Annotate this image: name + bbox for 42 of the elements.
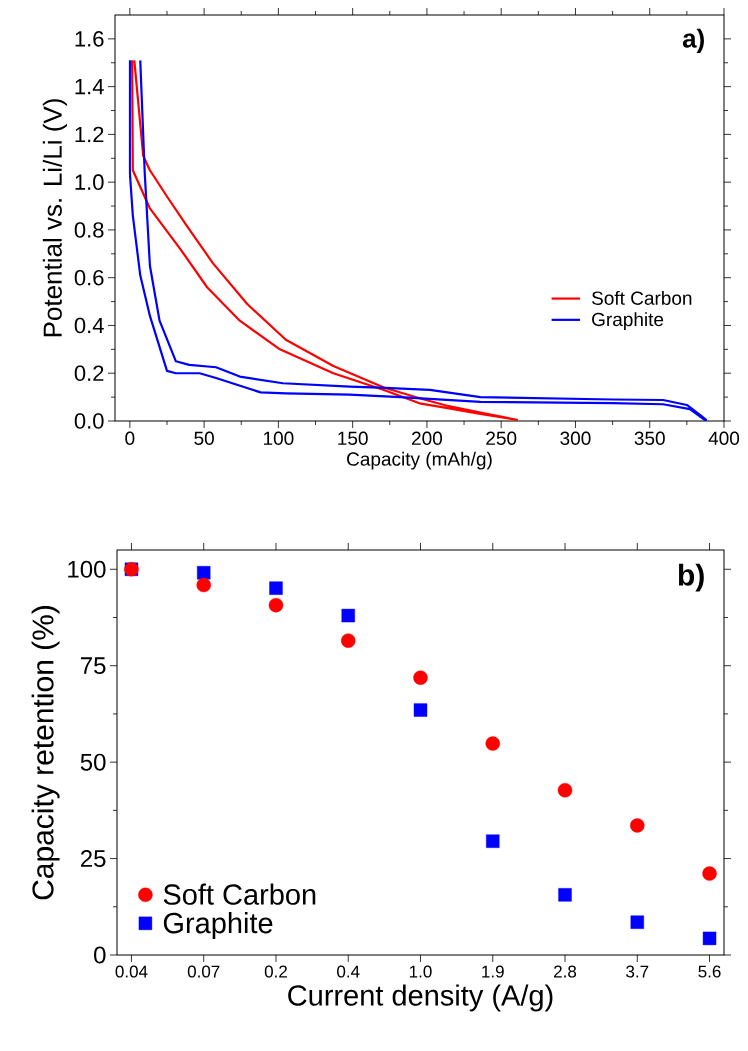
x-tick-label: 50 — [194, 431, 214, 445]
x-tick-label: 0 — [125, 431, 135, 445]
x-tick-label: 200 — [412, 431, 443, 445]
y-tick-label: 0 — [94, 946, 106, 964]
x-tick-label: 0.2 — [264, 965, 287, 978]
x-tick-label: 1.0 — [409, 965, 432, 978]
legend-label: Graphite — [592, 312, 664, 330]
legend-label: Soft Carbon — [592, 290, 692, 305]
x-tick-label: 0.07 — [187, 965, 220, 978]
y-tick-label: 50 — [80, 753, 106, 771]
y-tick-label: 1.2 — [75, 126, 104, 143]
x-tick-label: 400 — [708, 431, 740, 445]
x-tick-label: 350 — [634, 431, 665, 445]
x-tick-label: 0.4 — [337, 965, 360, 978]
y-tick-label: 1.6 — [75, 31, 104, 47]
y-tick-label: 100 — [68, 560, 106, 578]
x-tick-label: 3.7 — [626, 965, 649, 978]
x-tick-label: 300 — [560, 431, 591, 445]
legend-label: Graphite — [163, 912, 273, 940]
x-tick-label: 0.04 — [115, 965, 148, 978]
annotation: a) — [682, 28, 704, 53]
y-tick-label: 1.4 — [75, 79, 104, 95]
x-tick-label: 100 — [263, 431, 294, 445]
x-tick-label: 1.9 — [482, 965, 504, 978]
y-tick-label: 25 — [80, 850, 106, 868]
x-axis-title: Current density (A/g) — [288, 984, 553, 1012]
annotation: b) — [678, 563, 704, 592]
x-tick-label: 150 — [338, 431, 368, 445]
x-axis-title: Capacity (mAh/g) — [347, 451, 492, 470]
y-tick-label: 0.8 — [74, 222, 104, 238]
y-axis-title: Potential vs. Li/Li (V) — [42, 99, 68, 337]
y-tick-label: 75 — [80, 657, 106, 675]
y-tick-label: 0.2 — [74, 365, 104, 382]
y-tick-label: 0.0 — [74, 413, 104, 429]
x-tick-label: 2.8 — [554, 965, 577, 978]
y-tick-label: 1.0 — [75, 174, 104, 190]
x-tick-label: 250 — [486, 431, 517, 445]
legend-label: Soft Carbon — [163, 883, 316, 905]
y-tick-label: 0.6 — [74, 269, 104, 286]
x-tick-label: 5.6 — [698, 965, 721, 978]
y-axis-title: Capacity retention (%) — [31, 606, 60, 900]
y-tick-label: 0.4 — [74, 317, 104, 334]
